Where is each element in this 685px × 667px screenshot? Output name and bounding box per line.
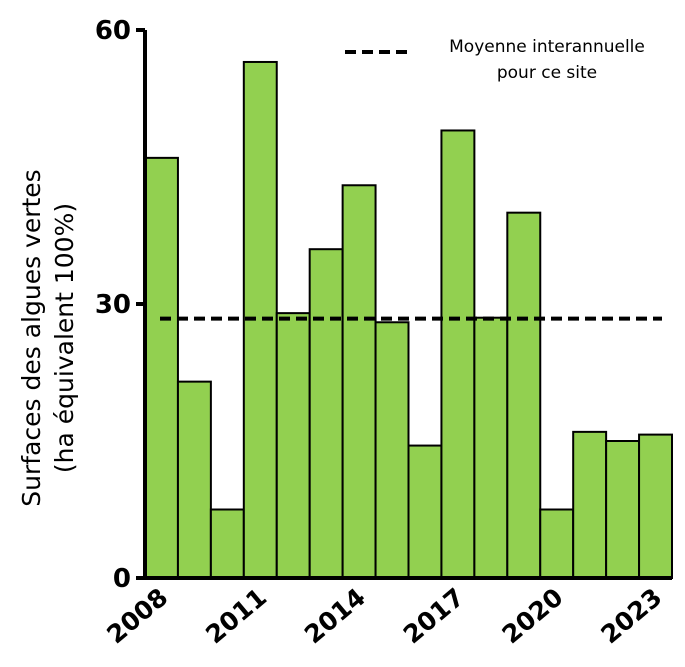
y-tick-label-0: 0 [113,564,131,594]
bar-2015 [374,321,410,579]
y-axis-title-line1: Surfaces des algues vertes [17,169,46,506]
x-tick-label-2017: 2017 [398,582,470,649]
bar-2018 [473,316,509,579]
bar-2022 [605,440,641,579]
legend-label-line2: pour ce site [497,63,597,83]
x-tick-label-2020: 2020 [497,582,569,649]
x-tick-label-2014: 2014 [299,582,371,649]
x-tick-label-2011: 2011 [200,582,272,649]
bar-2010 [209,508,245,579]
bar-2013 [308,248,344,579]
legend-label-line1: Moyenne interannuelle [449,37,645,57]
y-axis-title-line2: (ha équivalent 100%) [50,203,79,473]
bar-2020 [539,508,575,579]
bar-2014 [341,184,377,579]
bar-2023 [638,433,673,579]
x-tick-label-2023: 2023 [595,582,667,649]
bar-2017 [440,129,476,579]
bar-2021 [572,430,608,579]
bar-2019 [506,211,542,580]
y-tick-label-60: 60 [95,16,131,46]
bar-2009 [176,380,212,579]
bar-2012 [275,312,311,579]
bar-2008 [144,156,179,579]
bar-2016 [407,444,443,580]
y-tick-label-30: 30 [95,290,131,320]
